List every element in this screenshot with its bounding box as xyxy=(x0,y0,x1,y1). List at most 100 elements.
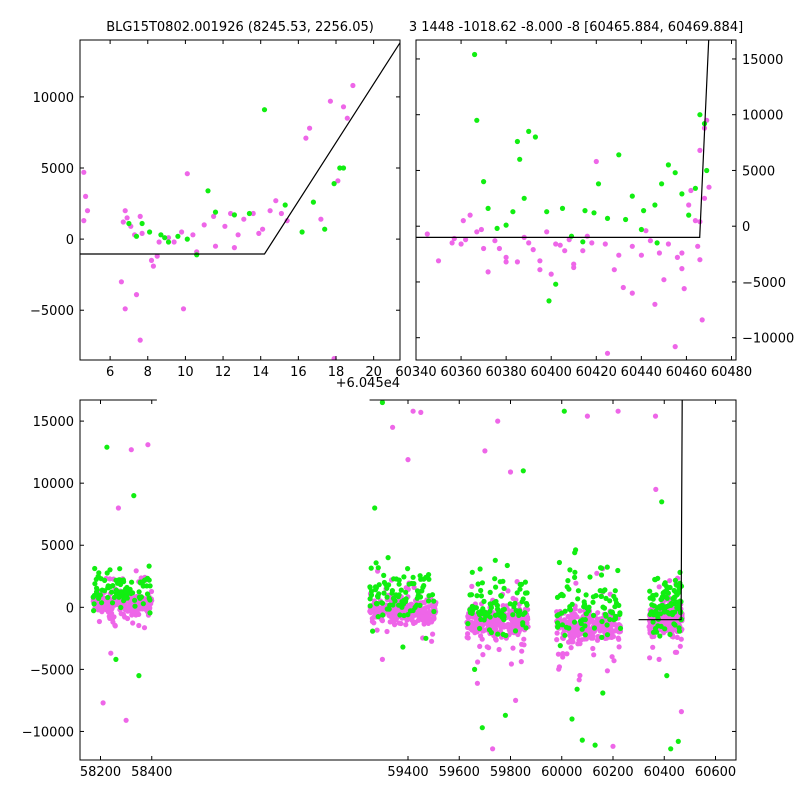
x-tick-label: 58400 xyxy=(131,765,172,780)
green-point xyxy=(520,596,526,602)
outlier-point xyxy=(600,690,606,696)
green-point xyxy=(403,589,409,595)
green-point xyxy=(607,616,613,623)
green-point xyxy=(144,575,151,581)
magenta-point xyxy=(398,620,404,627)
green-point xyxy=(299,229,305,235)
magenta-point xyxy=(96,618,102,625)
green-point xyxy=(582,617,588,623)
magenta-point xyxy=(222,223,228,229)
green-point xyxy=(493,584,499,590)
magenta-point xyxy=(137,213,143,219)
outlier-point xyxy=(579,737,585,743)
magenta-point xyxy=(137,337,143,343)
green-point xyxy=(494,225,500,231)
green-point xyxy=(375,565,381,571)
magenta-point xyxy=(577,641,583,647)
green-point xyxy=(672,589,679,595)
green-point xyxy=(246,210,252,217)
green-point xyxy=(117,589,123,595)
x-tick-label: 59600 xyxy=(439,765,480,780)
green-point xyxy=(522,579,529,585)
green-point xyxy=(660,590,666,596)
outlier-point xyxy=(372,505,378,511)
magenta-point xyxy=(120,219,126,225)
magenta-point xyxy=(652,301,658,307)
x-tick-label: 6 xyxy=(106,365,114,380)
magenta-point xyxy=(492,622,498,628)
magenta-point xyxy=(122,306,128,312)
green-point xyxy=(122,595,128,601)
outlier-point xyxy=(520,468,526,474)
green-point xyxy=(478,593,484,599)
green-point xyxy=(417,602,423,609)
magenta-point xyxy=(677,643,683,649)
green-point xyxy=(485,205,491,211)
green-point xyxy=(495,631,501,637)
x-tick-label: 60460 xyxy=(666,365,707,380)
green-point xyxy=(117,566,123,572)
magenta-point xyxy=(611,658,617,664)
green-point xyxy=(95,573,101,580)
green-point xyxy=(414,595,420,601)
magenta-point xyxy=(602,241,608,247)
green-point xyxy=(107,567,113,573)
magenta-point xyxy=(570,639,576,645)
magenta-point xyxy=(101,595,107,601)
magenta-point xyxy=(469,627,475,633)
green-point xyxy=(591,210,597,216)
magenta-point xyxy=(340,104,347,110)
green-point xyxy=(261,107,268,113)
magenta-point xyxy=(465,635,471,641)
green-point xyxy=(133,233,140,239)
x-tick-label: 60200 xyxy=(592,765,633,780)
green-point xyxy=(607,598,613,604)
magenta-point xyxy=(122,208,128,214)
magenta-point xyxy=(537,267,543,273)
green-point xyxy=(368,588,375,594)
magenta-point xyxy=(467,212,473,218)
green-point xyxy=(372,584,379,590)
green-point xyxy=(132,597,138,603)
magenta-point xyxy=(672,649,679,655)
green-point xyxy=(367,584,373,590)
magenta-point xyxy=(697,147,703,153)
magenta-point xyxy=(577,608,583,614)
outlier-point xyxy=(104,444,110,450)
magenta-point xyxy=(458,241,464,247)
green-point xyxy=(109,589,115,595)
outlier-point xyxy=(652,413,659,419)
magenta-point xyxy=(428,602,435,609)
green-point xyxy=(472,51,478,58)
green-point xyxy=(666,611,672,617)
green-point xyxy=(599,565,605,571)
magenta-point xyxy=(105,609,111,615)
outlier-point xyxy=(653,486,659,492)
magenta-point xyxy=(589,240,595,246)
green-point xyxy=(659,181,665,187)
x-tick-label: 60420 xyxy=(576,365,617,380)
magenta-point xyxy=(384,628,390,635)
y-tick-label: −5000 xyxy=(30,304,74,319)
magenta-point xyxy=(663,621,669,628)
green-point xyxy=(654,240,660,246)
green-point xyxy=(659,596,665,602)
green-point xyxy=(431,598,437,604)
green-point xyxy=(486,627,493,633)
green-point xyxy=(493,598,499,605)
green-point xyxy=(562,632,568,638)
magenta-point xyxy=(474,680,480,686)
magenta-point xyxy=(514,617,520,624)
magenta-point xyxy=(430,631,436,637)
magenta-point xyxy=(553,241,559,247)
y-tick-label: 10000 xyxy=(33,477,74,492)
magenta-point xyxy=(565,613,571,620)
green-point xyxy=(381,590,387,596)
magenta-point xyxy=(150,263,156,269)
green-point xyxy=(544,209,550,215)
green-point xyxy=(585,608,592,614)
x-tick-label: 58200 xyxy=(80,765,121,780)
outlier-point xyxy=(108,650,114,656)
top-right-axes: 60340 60360 60380 60400 60420 60440 60460 60480… xyxy=(395,40,794,380)
green-point xyxy=(615,567,621,574)
